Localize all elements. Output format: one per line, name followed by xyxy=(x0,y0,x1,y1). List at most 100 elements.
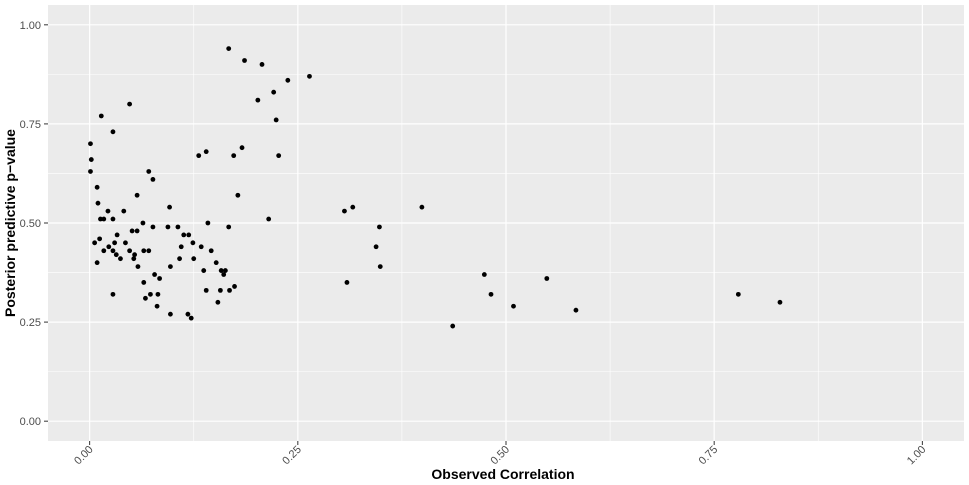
data-point xyxy=(259,62,265,67)
data-point xyxy=(222,268,228,273)
data-point xyxy=(98,216,103,222)
data-point xyxy=(488,291,494,297)
data-point xyxy=(98,113,104,119)
data-point xyxy=(141,248,147,254)
data-point xyxy=(273,117,279,123)
data-point xyxy=(344,280,350,285)
y-axis: 0.00 0.25 0.50 0.75 1.00 xyxy=(20,20,48,428)
data-point xyxy=(175,224,181,230)
x-axis-title: Observed Correlation xyxy=(431,466,574,482)
data-point xyxy=(373,244,379,250)
data-point xyxy=(481,272,487,277)
data-point xyxy=(165,224,171,230)
data-point xyxy=(157,276,162,281)
data-point xyxy=(511,303,516,309)
data-point xyxy=(213,260,219,266)
data-point xyxy=(203,287,209,293)
data-point xyxy=(218,268,224,273)
data-point xyxy=(276,153,282,159)
data-point xyxy=(178,244,184,250)
x-axis: 0.00 0.25 0.50 0.75 1.00 xyxy=(72,441,928,467)
data-point xyxy=(221,272,227,277)
y-tick-label: 1.00 xyxy=(20,20,41,32)
data-point xyxy=(110,291,116,297)
x-tick-label: 0.50 xyxy=(488,444,512,468)
data-point xyxy=(226,224,232,230)
data-point xyxy=(112,240,118,246)
data-point xyxy=(134,192,140,198)
y-axis-title: Posterior predictive p−value xyxy=(2,129,18,317)
data-point xyxy=(190,240,196,246)
x-tick-label: 0.75 xyxy=(697,444,721,468)
y-tick-label: 0.50 xyxy=(20,218,41,230)
data-point xyxy=(377,224,382,230)
data-point xyxy=(118,256,123,262)
data-point xyxy=(95,200,101,206)
data-point xyxy=(168,264,173,269)
data-point xyxy=(148,291,153,297)
data-point xyxy=(226,46,232,51)
data-point xyxy=(141,280,147,285)
data-point xyxy=(235,192,241,198)
data-point xyxy=(242,58,247,63)
data-point xyxy=(350,204,356,210)
data-point xyxy=(154,303,160,309)
data-point xyxy=(239,145,245,151)
data-point xyxy=(266,216,272,222)
data-point xyxy=(342,208,347,214)
data-point xyxy=(201,268,207,273)
data-point xyxy=(88,169,93,174)
data-point xyxy=(191,256,197,262)
data-point xyxy=(777,299,783,305)
data-point xyxy=(94,184,100,190)
y-tick-label: 0.25 xyxy=(20,317,41,329)
data-point xyxy=(94,260,100,266)
data-point xyxy=(232,284,237,289)
grid-major xyxy=(48,5,964,441)
data-point xyxy=(105,208,111,214)
data-point xyxy=(168,311,173,317)
y-tick-label: 0.00 xyxy=(20,416,41,428)
data-point xyxy=(140,220,146,226)
data-points xyxy=(88,46,783,329)
data-point xyxy=(155,291,161,297)
data-point xyxy=(129,228,135,234)
data-point xyxy=(88,141,93,147)
data-point xyxy=(146,169,152,174)
data-point xyxy=(215,299,221,305)
data-point xyxy=(127,248,133,254)
data-point xyxy=(735,291,741,297)
data-point xyxy=(544,276,550,281)
data-point xyxy=(113,252,119,258)
data-point xyxy=(152,272,157,277)
data-point xyxy=(181,232,187,238)
x-tick-label: 0.25 xyxy=(280,444,304,468)
data-point xyxy=(92,240,98,246)
data-point xyxy=(101,248,107,254)
data-point xyxy=(127,101,133,107)
data-point xyxy=(419,204,425,210)
data-point xyxy=(132,252,138,258)
data-point xyxy=(196,153,202,159)
x-tick-label: 0.00 xyxy=(72,444,96,468)
data-point xyxy=(167,204,172,210)
data-point xyxy=(110,216,116,222)
data-point xyxy=(121,208,127,214)
data-point xyxy=(307,73,312,79)
data-point xyxy=(188,315,194,321)
data-point xyxy=(146,248,152,254)
data-point xyxy=(110,129,116,135)
data-point xyxy=(101,216,107,222)
data-point xyxy=(450,323,456,329)
data-point xyxy=(185,311,191,317)
data-point xyxy=(106,244,112,250)
data-point xyxy=(198,244,204,250)
data-point xyxy=(88,157,94,162)
data-point xyxy=(110,248,116,254)
data-point xyxy=(271,89,277,95)
data-point xyxy=(227,287,232,293)
data-point xyxy=(217,287,223,293)
data-point xyxy=(114,232,120,238)
data-point xyxy=(377,264,383,269)
